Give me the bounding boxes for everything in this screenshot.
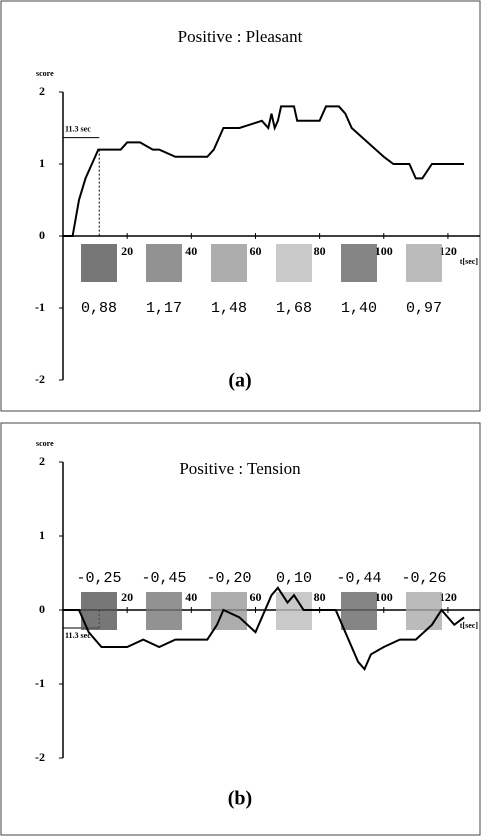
data-line xyxy=(63,105,464,237)
thumbnail xyxy=(81,244,117,282)
image-score: 1,68 xyxy=(276,300,312,317)
panel-frame xyxy=(0,0,481,412)
x-tick-label: 40 xyxy=(185,590,197,604)
x-axis-label: t[sec] xyxy=(460,621,479,630)
x-tick-label: 80 xyxy=(314,590,326,604)
x-axis-label: t[sec] xyxy=(460,257,479,266)
image-score: 0,88 xyxy=(81,300,117,317)
x-tick-label: 40 xyxy=(185,244,197,258)
y-tick-label: 2 xyxy=(39,84,45,98)
image-score: -0,25 xyxy=(76,570,121,587)
marker-label: 11.3 sec xyxy=(65,124,91,133)
x-tick-label: 20 xyxy=(121,590,133,604)
image-score: 1,48 xyxy=(211,300,247,317)
x-tick-label: 60 xyxy=(249,590,261,604)
y-tick-label: 2 xyxy=(39,454,45,468)
y-axis-label: score xyxy=(36,439,54,448)
marker-label: 11.3 sec xyxy=(65,631,91,640)
x-tick-label: 60 xyxy=(249,244,261,258)
thumbnail xyxy=(341,244,377,282)
chart-title: Positive : Tension xyxy=(179,459,301,478)
image-score: 0,97 xyxy=(406,300,442,317)
x-tick-label: 100 xyxy=(375,244,393,258)
y-tick-label: -1 xyxy=(35,300,45,314)
image-score: -0,44 xyxy=(336,570,381,587)
thumbnail xyxy=(406,244,442,282)
thumbnail xyxy=(276,244,312,282)
y-tick-label: 1 xyxy=(39,156,45,170)
panel-frame xyxy=(0,422,481,836)
y-tick-label: 0 xyxy=(39,228,45,242)
x-tick-label: 120 xyxy=(439,590,457,604)
image-score: -0,26 xyxy=(401,570,446,587)
panel-label: (b) xyxy=(228,788,252,810)
y-tick-label: 0 xyxy=(39,602,45,616)
y-tick-label: -1 xyxy=(35,676,45,690)
y-axis-label: score xyxy=(36,69,54,78)
image-score: 0,10 xyxy=(276,570,312,587)
thumbnail xyxy=(146,244,182,282)
image-score: -0,20 xyxy=(206,570,251,587)
thumbnail xyxy=(146,592,182,630)
thumbnail xyxy=(211,244,247,282)
thumbnail xyxy=(81,592,117,630)
y-tick-label: -2 xyxy=(35,750,45,764)
y-tick-label: 1 xyxy=(39,528,45,542)
image-score: 1,17 xyxy=(146,300,182,317)
thumbnail xyxy=(406,592,442,630)
x-tick-label: 120 xyxy=(439,244,457,258)
y-tick-label: -2 xyxy=(35,372,45,386)
image-score: -0,45 xyxy=(141,570,186,587)
thumbnail xyxy=(341,592,377,630)
x-tick-label: 80 xyxy=(314,244,326,258)
data-line xyxy=(63,586,465,672)
panel-label: (a) xyxy=(228,370,251,392)
image-score: 1,40 xyxy=(341,300,377,317)
chart-title: Positive : Pleasant xyxy=(178,27,303,46)
x-tick-label: 100 xyxy=(375,590,393,604)
x-tick-label: 20 xyxy=(121,244,133,258)
